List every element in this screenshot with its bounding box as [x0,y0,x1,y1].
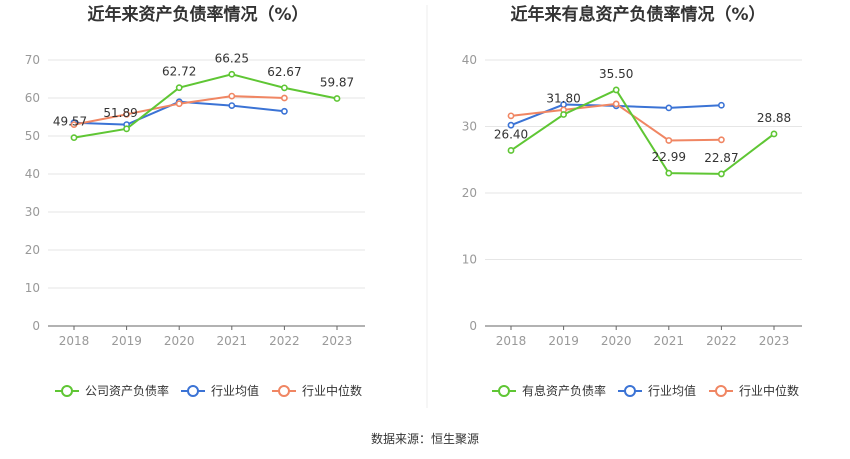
data-point [280,84,288,92]
data-point [228,70,236,78]
y-tick-label: 50 [25,129,40,143]
y-tick-label: 30 [462,120,477,134]
x-tick-label: 2021 [217,334,248,348]
series-line [73,73,338,139]
series-line [510,88,775,175]
data-label: 22.99 [652,150,686,164]
legend-label: 行业均值 [211,383,259,398]
data-point [560,111,567,118]
data-label: 62.67 [267,65,301,79]
data-point [175,84,183,92]
x-tick-label: 2020 [164,334,195,348]
x-tick-label: 2018 [59,334,90,348]
x-tick-label: 2022 [706,334,737,348]
x-tick-label: 2018 [496,334,527,348]
y-tick-label: 20 [462,186,477,200]
data-point [70,134,78,142]
data-point [718,136,725,144]
data-label: 51.89 [103,106,137,120]
data-label: 22.87 [704,151,738,165]
y-tick-label: 20 [25,243,40,257]
data-point [665,137,673,144]
y-tick-label: 40 [462,53,477,67]
chart-debt-ratio: 近年来资产负债率情况（%） 0 10 20 30 40 50 60 70 2018 2019 2020… [25,4,365,398]
data-point [228,102,236,109]
y-tick-label: 70 [25,53,40,67]
data-point [718,170,725,178]
x-tick-label: 2019 [548,334,579,348]
y-tick-label: 10 [25,281,40,295]
legend-swatch-marker [624,385,636,397]
x-tick-label: 2022 [269,334,300,348]
data-point [280,107,288,115]
legend-label: 行业中位数 [302,383,362,398]
source-note: 数据来源：恒生聚源 [371,431,479,446]
chart-title: 近年来资产负债率情况（%） [87,4,308,25]
legend-label: 有息资产负债率 [522,383,606,398]
chart-interest-debt-ratio: 近年来有息资产负债率情况（%） 0 10 20 30 40 2018 2019 2020 2021… [462,4,802,398]
data-point [175,100,183,108]
data-label: 35.50 [599,67,633,81]
legend-swatch-marker [187,385,199,397]
data-point [665,104,673,112]
data-point [507,112,515,120]
data-point [612,100,620,108]
y-tick-label: 0 [469,319,477,333]
legend-swatch-marker [715,385,727,397]
data-point [280,94,288,102]
y-tick-label: 40 [25,167,40,181]
data-label: 49.57 [53,115,87,129]
data-point [665,169,673,177]
legend-label: 行业均值 [648,383,696,398]
x-tick-label: 2020 [601,334,632,348]
data-point [770,130,778,138]
legend-swatch-marker [498,385,510,397]
chart-title: 近年来有息资产负债率情况（%） [510,4,765,25]
data-label: 66.25 [215,51,249,65]
legend-swatch-marker [61,385,73,397]
data-point [612,86,620,94]
data-point [718,101,725,109]
data-label: 59.87 [320,75,354,89]
data-point [333,95,341,102]
data-point [507,121,515,129]
data-label: 26.40 [494,127,528,141]
data-point [123,125,130,133]
x-tick-label: 2019 [111,334,142,348]
x-tick-label: 2021 [654,334,685,348]
data-point [228,92,236,100]
y-tick-label: 60 [25,91,40,105]
data-label: 31.80 [546,92,580,106]
legend-label: 行业中位数 [739,383,799,398]
data-point [507,147,515,154]
y-tick-label: 30 [25,205,40,219]
data-label: 62.72 [162,65,196,79]
y-tick-label: 0 [32,319,40,333]
data-label: 28.88 [757,111,791,125]
data-point [70,121,78,128]
y-tick-label: 10 [462,253,477,267]
series-line [510,102,722,142]
legend-label: 公司资产负债率 [85,383,169,398]
legend-swatch-marker [278,385,290,397]
x-tick-label: 2023 [759,334,790,348]
x-tick-label: 2023 [322,334,353,348]
data-point [123,110,130,118]
